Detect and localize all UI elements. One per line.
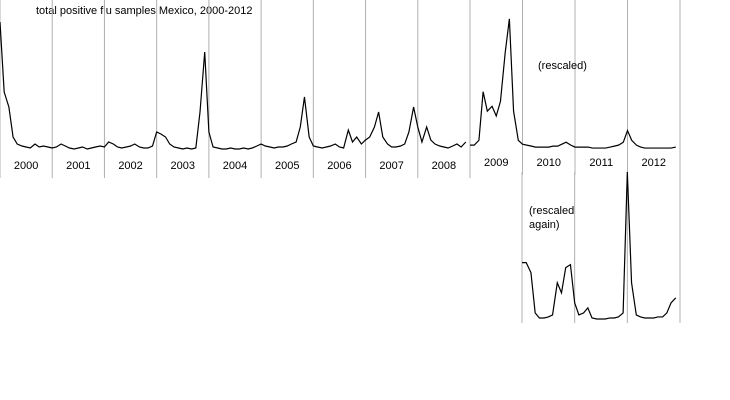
x-tick-label: 2010	[537, 157, 561, 169]
x-tick-label: 2004	[223, 160, 247, 172]
x-tick-label: 2011	[589, 157, 613, 169]
series-line	[470, 18, 676, 149]
annotation: (rescaled)	[538, 60, 587, 72]
x-tick-label: 2007	[379, 160, 403, 172]
chart-title: total positive flu samples Mexico, 2000-…	[36, 5, 252, 17]
x-tick-label: 2012	[642, 157, 666, 169]
x-tick-label: 2000	[14, 160, 38, 172]
x-tick-label: 2006	[327, 160, 351, 172]
series-line	[522, 171, 677, 320]
x-tick-label: 2008	[432, 160, 456, 172]
x-tick-label: 2009	[484, 157, 508, 169]
x-tick-label: 2003	[171, 160, 195, 172]
x-tick-label: 2005	[275, 160, 299, 172]
x-tick-label: 2002	[118, 160, 142, 172]
series-line	[0, 21, 467, 150]
x-tick-label: 2001	[66, 160, 90, 172]
annotation: (rescaled again)	[529, 205, 575, 231]
